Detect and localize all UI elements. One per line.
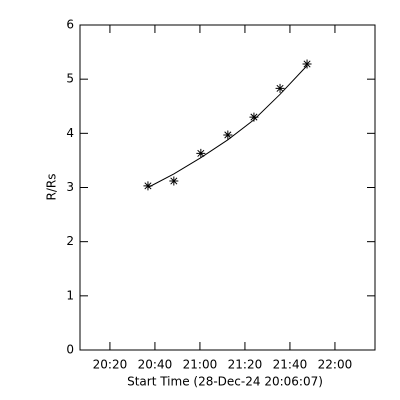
y-tick-label: 1 [66,288,74,302]
data-point [143,181,153,191]
y-axis-label: R/Rs [45,174,59,201]
plot-frame [79,24,376,351]
y-tick-label: 0 [66,343,74,357]
data-point [169,176,179,186]
x-tick-label: 22:00 [318,358,353,372]
y-tick-label: 3 [66,180,74,194]
y-tick-label: 5 [66,72,74,86]
data-point [196,148,206,158]
data-point [302,59,312,69]
x-tick-label: 20:40 [138,358,173,372]
x-tick-label: 21:00 [183,358,218,372]
x-tick-label: 21:20 [228,358,263,372]
x-tick-label: 20:20 [93,358,128,372]
data-point [223,130,233,140]
x-tick-label: 21:40 [273,358,308,372]
fit-line [147,65,308,188]
y-tick-label: 4 [66,126,74,140]
y-tick-label: 6 [66,18,74,32]
x-axis-label: Start Time (28-Dec-24 20:06:07) [127,375,323,389]
data-point [275,83,285,93]
data-point [249,112,259,122]
y-tick-label: 2 [66,234,74,248]
